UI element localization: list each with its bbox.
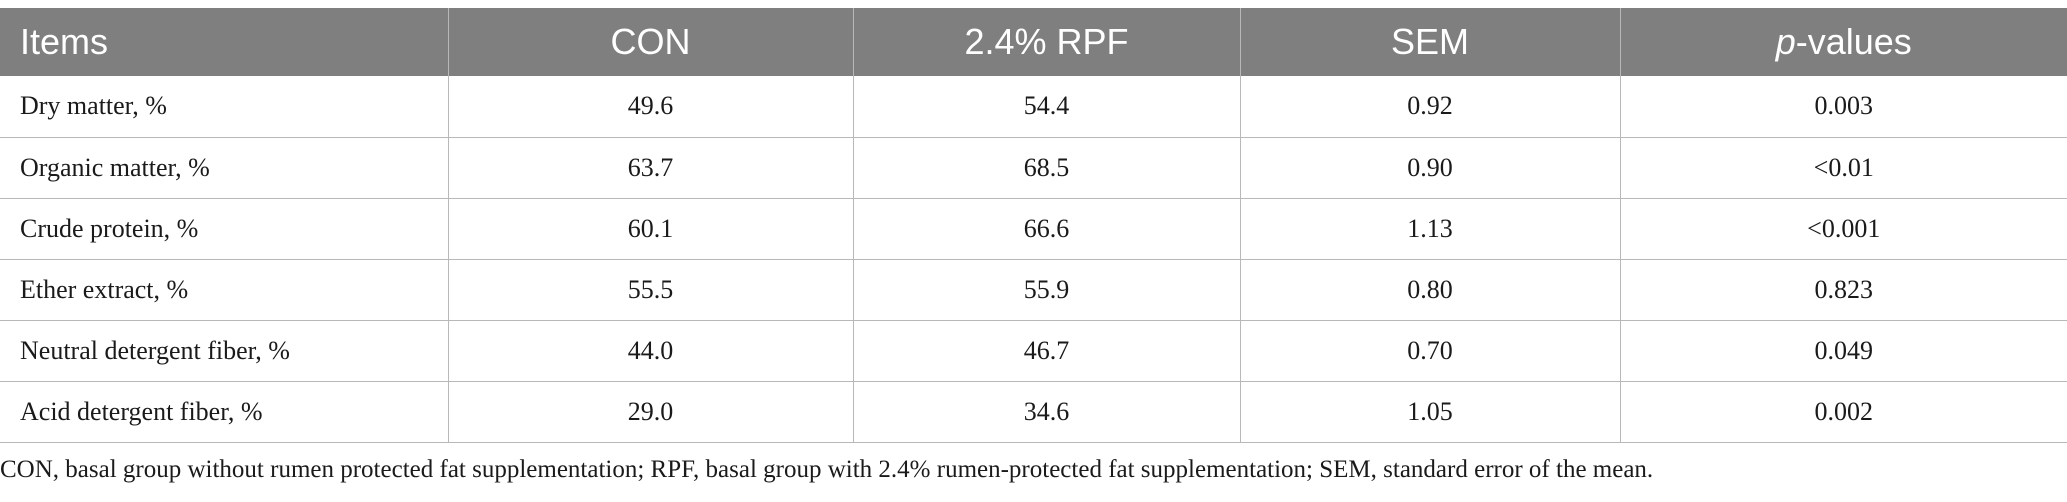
cell-sem: 0.80	[1239, 259, 1620, 321]
table-row: Ether extract, % 55.5 55.9 0.80 0.823	[0, 259, 2067, 321]
cell-item: Ether extract, %	[0, 259, 448, 321]
cell-p-value: 0.823	[1619, 259, 2067, 321]
table-row: Organic matter, % 63.7 68.5 0.90 <0.01	[0, 137, 2067, 199]
cell-item: Crude protein, %	[0, 198, 448, 260]
header-p-values: p-values	[1619, 8, 2067, 76]
table-row: Neutral detergent fiber, % 44.0 46.7 0.7…	[0, 320, 2067, 382]
header-con: CON	[447, 8, 853, 76]
table-row: Acid detergent fiber, % 29.0 34.6 1.05 0…	[0, 381, 2067, 443]
cell-sem: 1.05	[1239, 381, 1620, 443]
cell-item: Organic matter, %	[0, 137, 448, 199]
table-row: Dry matter, % 49.6 54.4 0.92 0.003	[0, 76, 2067, 138]
cell-p-value: <0.01	[1619, 137, 2067, 199]
table-footnote: CON, basal group without rumen protected…	[0, 456, 1654, 483]
cell-rpf: 46.7	[852, 320, 1240, 382]
cell-rpf: 68.5	[852, 137, 1240, 199]
header-sem: SEM	[1239, 8, 1620, 76]
table-header-row: Items CON 2.4% RPF SEM p-values	[0, 8, 2067, 76]
cell-item: Dry matter, %	[0, 76, 448, 138]
cell-p-value: 0.003	[1619, 76, 2067, 138]
cell-rpf: 54.4	[852, 76, 1240, 138]
cell-sem: 1.13	[1239, 198, 1620, 260]
cell-item: Acid detergent fiber, %	[0, 381, 448, 443]
cell-con: 60.1	[447, 198, 853, 260]
header-items: Items	[20, 21, 109, 62]
cell-p-value: 0.002	[1619, 381, 2067, 443]
cell-sem: 0.90	[1239, 137, 1620, 199]
cell-p-value: 0.049	[1619, 320, 2067, 382]
cell-con: 29.0	[447, 381, 853, 443]
cell-p-value: <0.001	[1619, 198, 2067, 260]
table-row: Crude protein, % 60.1 66.6 1.13 <0.001	[0, 198, 2067, 260]
cell-item: Neutral detergent fiber, %	[0, 320, 448, 382]
cell-con: 49.6	[447, 76, 853, 138]
cell-sem: 0.92	[1239, 76, 1620, 138]
table-container: Items CON 2.4% RPF SEM p-values Dry matt…	[0, 8, 2067, 443]
cell-rpf: 66.6	[852, 198, 1240, 260]
header-rpf: 2.4% RPF	[852, 8, 1240, 76]
cell-sem: 0.70	[1239, 320, 1620, 382]
cell-con: 44.0	[447, 320, 853, 382]
cell-rpf: 55.9	[852, 259, 1240, 321]
results-table: Items CON 2.4% RPF SEM p-values Dry matt…	[0, 8, 2067, 443]
cell-con: 63.7	[447, 137, 853, 199]
cell-con: 55.5	[447, 259, 853, 321]
cell-rpf: 34.6	[852, 381, 1240, 443]
